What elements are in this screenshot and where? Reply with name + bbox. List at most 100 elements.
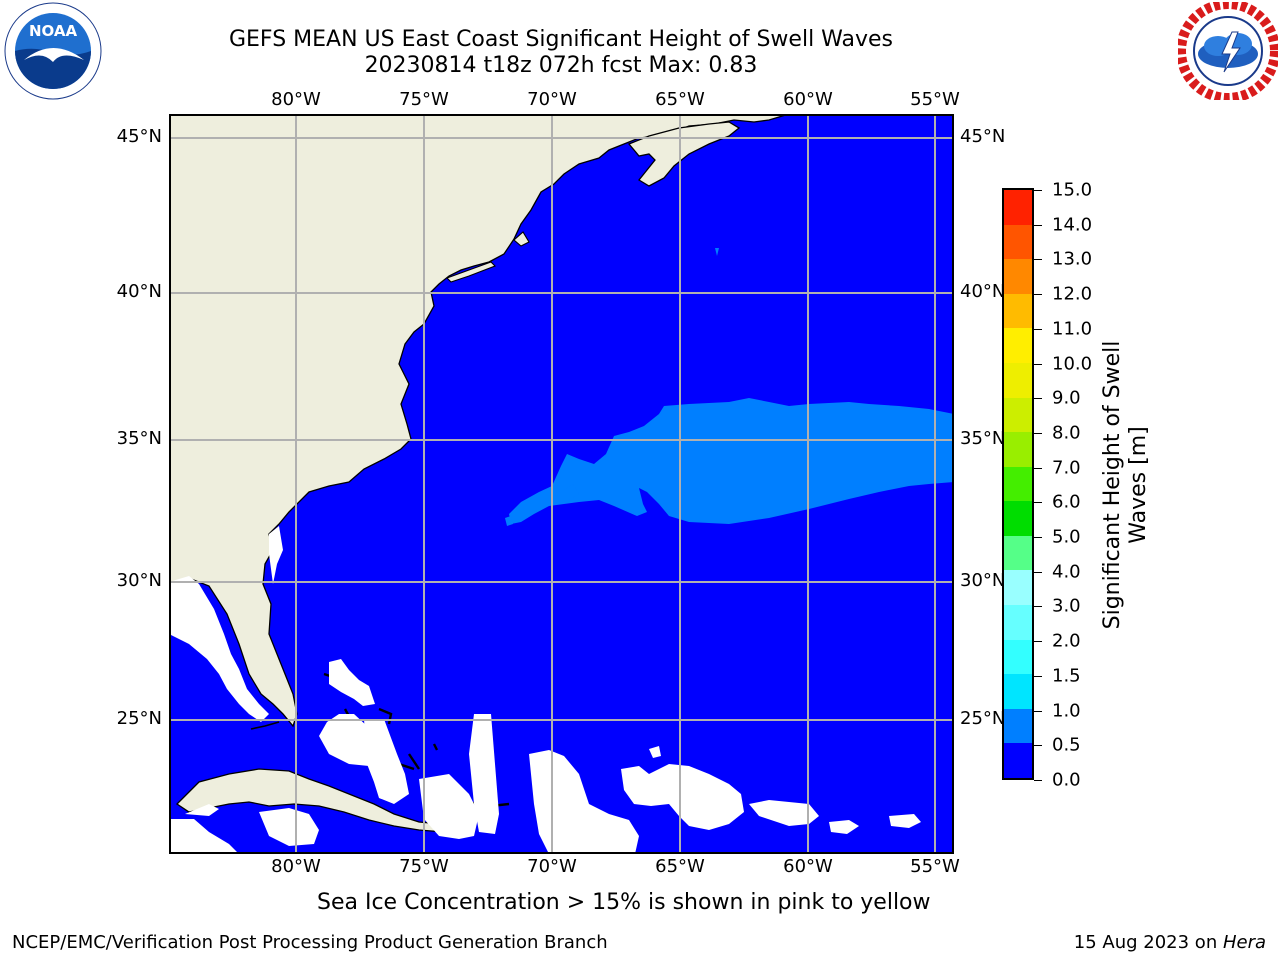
colorbar-tick-mark — [1034, 363, 1042, 365]
land-florida-keys — [250, 721, 280, 730]
colorbar-segment — [1004, 189, 1032, 225]
colorbar-tick-mark — [1034, 467, 1042, 469]
colorbar-tick-label: 10.0 — [1052, 353, 1093, 375]
colorbar-tick-label: 5.0 — [1052, 526, 1081, 548]
lat-label-left-25n: 25°N — [116, 708, 162, 729]
colorbar-tick-mark — [1034, 537, 1042, 539]
nws-logo — [1176, 0, 1280, 103]
swell-patch-small-1 — [564, 484, 579, 500]
lat-label-right-30n: 30°N — [960, 570, 1006, 591]
colorbar-tick-label: 8.0 — [1052, 422, 1081, 444]
colorbar-segment — [1004, 327, 1032, 363]
colorbar-segment — [1004, 466, 1032, 502]
lon-label-top-80w: 80°W — [271, 89, 321, 110]
colorbar-tick-label: 4.0 — [1052, 561, 1081, 583]
colorbar-tick-label: 15.0 — [1052, 179, 1093, 201]
lat-label-left-30n: 30°N — [116, 570, 162, 591]
lon-label-bottom-60w: 60°W — [783, 856, 833, 877]
colorbar-segment — [1004, 500, 1032, 536]
lon-label-bottom-65w: 65°W — [655, 856, 705, 877]
colorbar-segment — [1004, 224, 1032, 260]
missing-data-regions — [169, 526, 921, 854]
colorbar-tick-mark — [1034, 606, 1042, 608]
graticule — [169, 114, 954, 854]
colorbar-segment — [1004, 397, 1032, 433]
colorbar-tick-label: 13.0 — [1052, 248, 1093, 270]
colorbar-tick-mark — [1034, 710, 1042, 712]
colorbar-tick-mark — [1034, 502, 1042, 504]
lat-label-left-35n: 35°N — [116, 428, 162, 449]
chart-title: GEFS MEAN US East Coast Significant Heig… — [228, 27, 894, 52]
colorbar-tick-label: 1.0 — [1052, 700, 1081, 722]
colorbar-tick-label: 11.0 — [1052, 318, 1093, 340]
swell-patch-small-2 — [505, 516, 513, 526]
lon-label-top-70w: 70°W — [527, 89, 577, 110]
map-frame — [169, 114, 954, 854]
colorbar-tick-label: 1.5 — [1052, 665, 1081, 687]
footer-date-text: 15 Aug 2023 on — [1073, 932, 1223, 953]
colorbar-tick-mark — [1034, 259, 1042, 261]
lon-label-top-60w: 60°W — [783, 89, 833, 110]
lat-label-right-25n: 25°N — [960, 708, 1006, 729]
noaa-logo: NOAA — [2, 2, 104, 100]
chart-subtitle: 20230814 t18z 072h fcst Max: 0.83 — [364, 53, 758, 78]
colorbar-segment — [1004, 535, 1032, 571]
colorbar-tick-mark — [1034, 675, 1042, 677]
lon-label-bottom-80w: 80°W — [271, 856, 321, 877]
colorbar-tick-mark — [1034, 571, 1042, 573]
colorbar-segment — [1004, 604, 1032, 640]
colorbar-label-line2: Waves [m] — [1126, 426, 1151, 544]
colorbar-segment — [1004, 569, 1032, 606]
lat-label-right-40n: 40°N — [960, 281, 1006, 302]
colorbar-tick-mark — [1034, 745, 1042, 747]
swell-patch-0.5-1.0 — [509, 398, 954, 524]
lon-label-top-65w: 65°W — [655, 89, 705, 110]
colorbar-segment — [1004, 431, 1032, 467]
colorbar-label-line1: Significant Height of Swell — [1100, 340, 1125, 630]
lat-label-right-45n: 45°N — [960, 126, 1006, 147]
land-cape-cod — [513, 231, 530, 247]
lon-label-bottom-75w: 75°W — [399, 856, 449, 877]
colorbar-tick-mark — [1034, 641, 1042, 643]
colorbar-tick-label: 3.0 — [1052, 595, 1081, 617]
colorbar-tick-label: 7.0 — [1052, 457, 1081, 479]
colorbar-segment — [1004, 742, 1032, 778]
colorbar-segment — [1004, 258, 1032, 294]
colorbar-tick-label: 9.0 — [1052, 387, 1081, 409]
colorbar-segment — [1004, 362, 1032, 398]
colorbar-tick-mark — [1034, 328, 1042, 330]
colorbar-tick-label: 6.0 — [1052, 491, 1081, 513]
footer-date: 15 Aug 2023 on Hera — [1074, 932, 1266, 953]
colorbar-tick-label: 2.0 — [1052, 630, 1081, 652]
lat-label-left-40n: 40°N — [116, 281, 162, 302]
colorbar-label: Significant Height of Swell Waves [m] — [1100, 341, 1152, 630]
colorbar-tick-mark — [1034, 224, 1042, 226]
noaa-logo-text: NOAA — [29, 22, 78, 40]
swell-patch-small-3 — [715, 248, 719, 256]
lon-label-bottom-70w: 70°W — [527, 856, 577, 877]
colorbar-segment — [1004, 293, 1032, 329]
lon-label-bottom-55w: 55°W — [910, 856, 960, 877]
footer-credit: NCEP/EMC/Verification Post Processing Pr… — [12, 932, 608, 953]
colorbar-tick-label: 14.0 — [1052, 214, 1093, 236]
colorbar-tick-mark — [1034, 780, 1042, 781]
colorbar — [1002, 188, 1034, 780]
lat-label-left-45n: 45°N — [116, 126, 162, 147]
footer-system: Hera — [1222, 932, 1266, 953]
colorbar-tick-mark — [1034, 294, 1042, 296]
colorbar-tick-label: 0.5 — [1052, 734, 1081, 756]
colorbar-segment — [1004, 639, 1032, 675]
colorbar-tick-label: 12.0 — [1052, 283, 1093, 305]
colorbar-tick-mark — [1034, 190, 1042, 191]
lon-label-top-75w: 75°W — [399, 89, 449, 110]
colorbar-tick-mark — [1034, 432, 1042, 434]
map-panel — [168, 113, 954, 854]
lon-label-top-55w: 55°W — [910, 89, 960, 110]
colorbar-segment — [1004, 708, 1032, 744]
lat-label-right-35n: 35°N — [960, 428, 1006, 449]
colorbar-tick-mark — [1034, 398, 1042, 400]
sea-ice-note: Sea Ice Concentration > 15% is shown in … — [317, 890, 931, 915]
colorbar-tick-label: 0.0 — [1052, 769, 1081, 791]
colorbar-segment — [1004, 673, 1032, 709]
land-long-island — [446, 261, 496, 283]
